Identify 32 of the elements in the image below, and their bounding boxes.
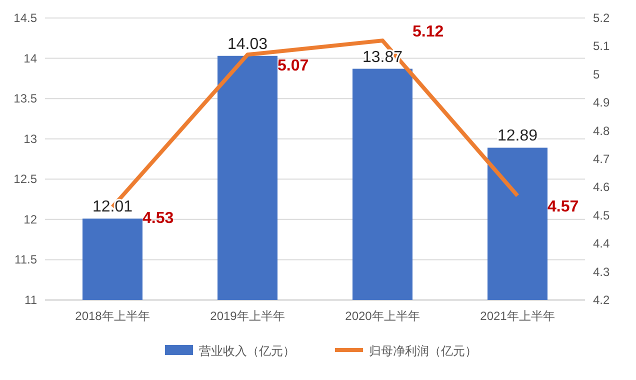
y2-tick-label: 4.8 xyxy=(593,124,610,138)
y-tick-label: 13 xyxy=(24,132,38,146)
data-label: 12.01 xyxy=(92,198,133,216)
data-label: 5.07 xyxy=(278,58,309,75)
y2-tick-label: 4.6 xyxy=(593,180,610,194)
y2-tick-label: 4.9 xyxy=(593,96,610,110)
y-tick-label: 11.5 xyxy=(14,252,38,267)
y-tick-label: 12 xyxy=(24,212,38,226)
y2-tick-label: 5.2 xyxy=(593,11,610,25)
x-tick-label: 2019年上半年 xyxy=(210,309,285,323)
y2-tick-label: 4.3 xyxy=(593,264,610,279)
y-tick-label: 14 xyxy=(24,51,38,66)
data-label: 4.57 xyxy=(548,198,579,216)
y2-tick-label: 4.7 xyxy=(593,152,610,166)
legend-label: 营业收入（亿元） xyxy=(199,344,295,358)
y-tick-label: 13.5 xyxy=(14,92,38,106)
y2-tick-label: 4.4 xyxy=(593,236,610,251)
y2-tick-label: 4.2 xyxy=(593,293,610,307)
y2-tick-label: 4.5 xyxy=(593,208,610,222)
x-tick-label: 2021年上半年 xyxy=(480,309,555,323)
y-tick-label: 14.5 xyxy=(14,11,38,25)
data-label: 12.89 xyxy=(497,128,538,145)
y2-tick-label: 5 xyxy=(593,67,600,82)
y2-tick-label: 5.1 xyxy=(593,39,610,54)
legend-label: 归母净利润（亿元） xyxy=(369,344,477,358)
data-label: 14.03 xyxy=(227,36,268,53)
data-label: 4.53 xyxy=(142,210,174,227)
x-tick-label: 2020年上半年 xyxy=(345,309,420,323)
y-tick-label: 12.5 xyxy=(14,172,38,186)
data-label: 5.12 xyxy=(412,24,444,41)
y-tick-label: 11 xyxy=(24,293,38,307)
x-tick-label: 2018年上半年 xyxy=(75,309,150,323)
